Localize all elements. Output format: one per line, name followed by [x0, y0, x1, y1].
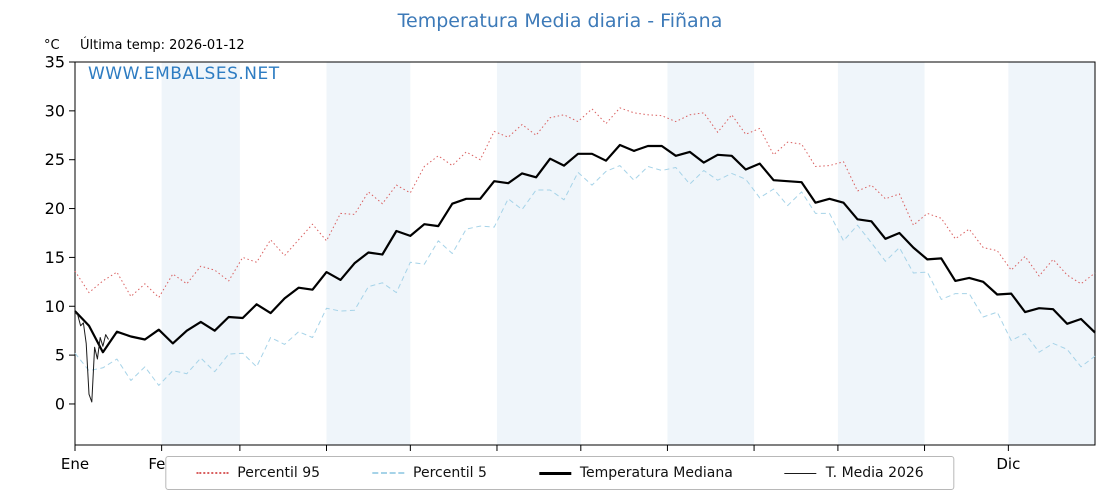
temperatura-mediana-line-swatch	[538, 471, 571, 475]
y-tick-label: 0	[55, 394, 65, 413]
y-tick-label: 25	[45, 150, 65, 169]
y-tick-label: 5	[55, 346, 65, 365]
x-tick-label: Dic	[996, 455, 1020, 473]
legend: Percentil 95 Percentil 5 Temperatura Med…	[165, 456, 955, 490]
legend-label: Percentil 5	[413, 465, 487, 481]
legend-item-t-media-2026: T. Media 2026	[784, 465, 924, 481]
series-line-0	[74, 107, 1096, 298]
legend-item-percentil-95: Percentil 95	[196, 465, 320, 481]
percentil-95-line-swatch	[196, 472, 229, 474]
y-tick-label: 30	[45, 101, 65, 120]
legend-label: T. Media 2026	[825, 465, 924, 481]
y-axis-unit-label: °C	[44, 38, 60, 53]
series-line-3	[74, 311, 109, 403]
month-band	[161, 62, 240, 445]
y-tick-label: 35	[45, 53, 65, 72]
month-band	[1008, 62, 1095, 445]
series-line-1	[74, 165, 1096, 386]
x-tick-label: Ene	[61, 455, 89, 473]
legend-item-percentil-5: Percentil 5	[372, 465, 487, 481]
t-media-2026-line-swatch	[784, 472, 817, 474]
month-band	[667, 62, 755, 445]
y-tick-label: 15	[45, 248, 65, 267]
legend-label: Temperatura Mediana	[579, 465, 733, 481]
month-band	[496, 62, 581, 445]
legend-item-temperatura-mediana: Temperatura Mediana	[538, 465, 733, 481]
legend-label: Percentil 95	[237, 465, 321, 481]
last-temp-label: Última temp: 2026-01-12	[80, 38, 245, 53]
plot-frame	[74, 61, 1096, 446]
y-tick-label: 10	[45, 297, 65, 316]
percentil-5-line-swatch	[372, 472, 405, 474]
watermark-text: WWW.EMBALSES.NET	[88, 64, 280, 84]
month-band	[837, 62, 925, 445]
y-tick-label: 20	[45, 199, 65, 218]
chart-title: Temperatura Media diaria - Fiñana	[397, 10, 723, 32]
series-line-2	[74, 143, 1096, 354]
